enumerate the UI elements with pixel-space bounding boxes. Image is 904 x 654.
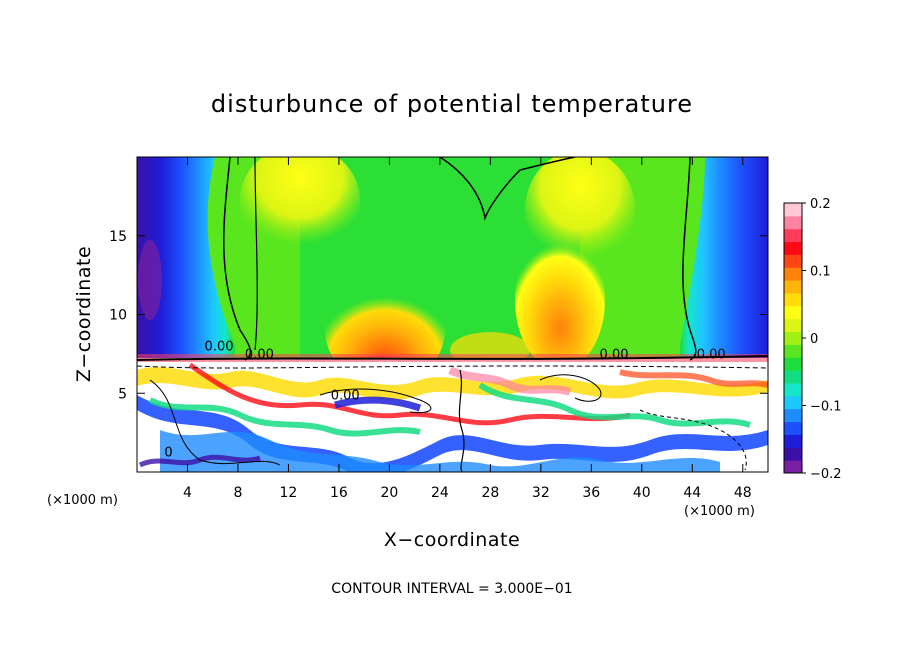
colorbar-swatch xyxy=(784,293,802,307)
colorbar-swatch xyxy=(784,280,802,294)
colorbar-label: −0.2 xyxy=(810,467,842,482)
colorbar-swatch xyxy=(784,331,802,345)
x-tick-label: 48 xyxy=(734,485,752,501)
colorbar-swatch xyxy=(784,203,802,217)
colorbar-swatch xyxy=(784,241,802,255)
colorbar-swatch xyxy=(784,395,802,410)
x-tick-label: 24 xyxy=(431,485,449,501)
colorbar-swatch xyxy=(784,305,802,320)
contour-label: 0.00 xyxy=(205,340,234,355)
x-tick-label: 20 xyxy=(380,485,398,501)
contour-label: 0.00 xyxy=(697,348,726,363)
colorbar-swatch xyxy=(784,215,802,230)
contour-label: 0.00 xyxy=(245,348,274,363)
x-unit-label-left: (×1000 m) xyxy=(47,493,118,508)
contour-label: 0 xyxy=(164,445,172,460)
colorbar-swatch xyxy=(784,254,802,268)
chart-title: disturbunce of potential temperature xyxy=(211,90,693,118)
colorbar-swatch xyxy=(784,434,802,448)
x-tick-label: 16 xyxy=(330,485,348,501)
x-axis: 4 8 12 16 20 24 28 32 36 40 44 48 xyxy=(183,157,752,501)
x-tick-label: 32 xyxy=(532,485,550,501)
y-axis: 5 10 15 xyxy=(109,229,768,402)
colorbar-swatch xyxy=(784,357,802,371)
colorbar-swatch xyxy=(784,408,802,423)
x-axis-title: X−coordinate xyxy=(384,529,520,551)
colorbar-swatch xyxy=(784,370,802,384)
colorbar-swatch xyxy=(784,318,802,333)
x-tick-label: 36 xyxy=(582,485,600,501)
y-tick-label: 5 xyxy=(118,386,127,402)
plot-area xyxy=(137,157,768,472)
colorbar-label: 0 xyxy=(810,332,818,347)
colorbar-swatch xyxy=(784,267,802,281)
x-tick-label: 4 xyxy=(183,485,192,501)
x-unit-label-right: (×1000 m) xyxy=(684,504,755,519)
contour-labels: 0.00 0.00 0.00 0.00 0.00 0 xyxy=(164,340,725,461)
colorbar-swatch xyxy=(784,447,802,461)
y-axis-title: Z−coordinate xyxy=(73,246,95,382)
colorbar-swatch xyxy=(784,228,802,243)
x-tick-label: 44 xyxy=(683,485,701,501)
contour-interval-note: CONTOUR INTERVAL = 3.000E−01 xyxy=(331,581,572,597)
y-tick-label: 15 xyxy=(109,229,127,245)
colorbar-swatch xyxy=(784,344,802,358)
colorbar-swatch xyxy=(784,383,802,397)
colorbar-label: −0.1 xyxy=(810,400,842,415)
colorbar-label: 0.1 xyxy=(810,265,831,280)
colorbar xyxy=(783,202,803,474)
x-tick-label: 40 xyxy=(633,485,651,501)
colorbar-label: 0.2 xyxy=(810,197,831,212)
x-tick-label: 12 xyxy=(280,485,298,501)
x-tick-label: 8 xyxy=(233,485,242,501)
y-tick-label: 10 xyxy=(109,308,127,324)
colorbar-swatch xyxy=(784,421,802,435)
colorbar-labels: 0.2 0.1 0 −0.1 −0.2 xyxy=(802,197,842,482)
contour-label: 0.00 xyxy=(331,389,360,404)
contour-label: 0.00 xyxy=(600,348,629,363)
x-tick-label: 28 xyxy=(481,485,499,501)
colorbar-swatch xyxy=(784,460,802,474)
